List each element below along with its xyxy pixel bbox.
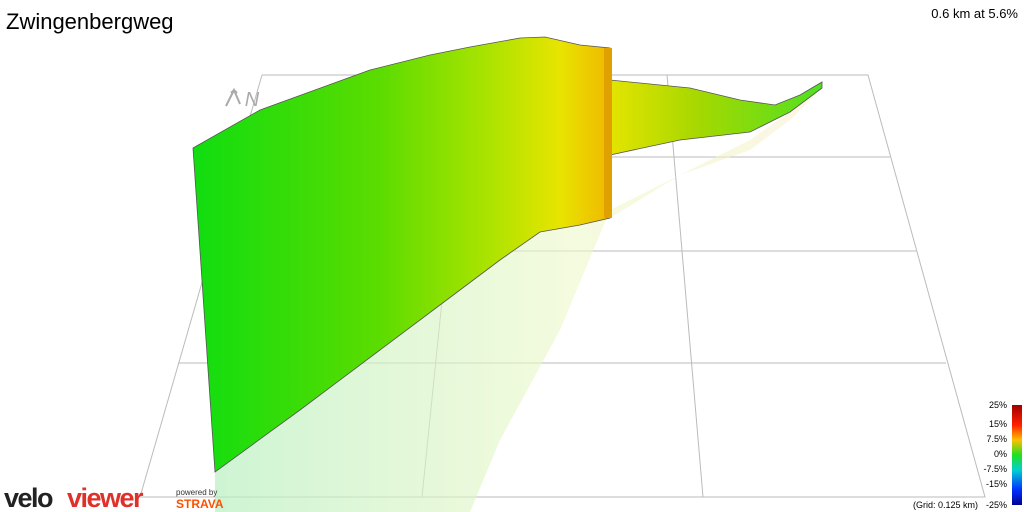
legend-label: 25% (989, 400, 1007, 410)
strava: STRAVA (176, 497, 224, 511)
logo: velo viewer powered by STRAVA (4, 483, 224, 512)
shadow (215, 88, 822, 512)
legend-label: -7.5% (983, 464, 1007, 474)
color-scale (1012, 405, 1022, 505)
logo-velo: velo (4, 483, 53, 512)
logo-viewer: viewer (67, 483, 144, 512)
legend-label: 7.5% (986, 434, 1007, 444)
summary: 0.6 km at 5.6% (931, 6, 1018, 21)
legend-label: 0% (994, 449, 1007, 459)
front-face (604, 48, 612, 218)
legend-label: 15% (989, 419, 1007, 429)
grid-note: (Grid: 0.125 km) (913, 500, 978, 510)
compass: N (225, 87, 260, 111)
powered-by: powered by (176, 488, 217, 497)
north-label: N (245, 89, 260, 111)
title: Zwingenbergweg (6, 9, 174, 34)
profile-wall (609, 79, 823, 156)
legend-label: -25% (986, 500, 1007, 510)
legend-label: -15% (986, 479, 1007, 489)
